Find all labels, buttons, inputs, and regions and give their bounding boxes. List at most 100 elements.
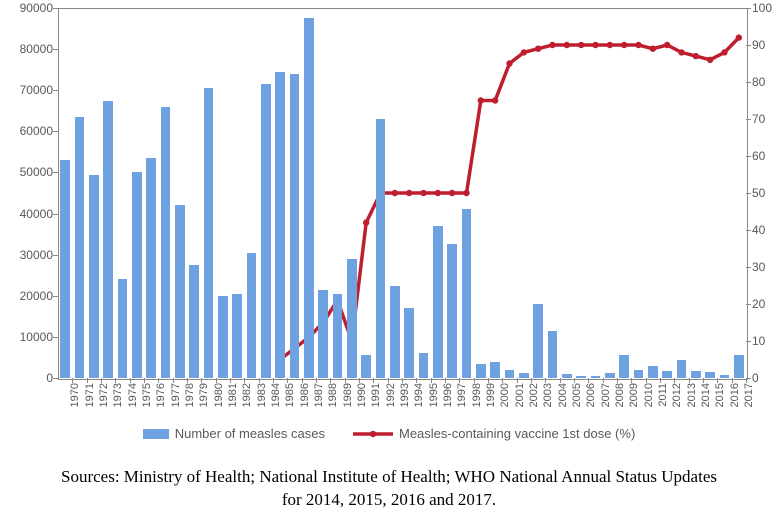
y-right-tick — [746, 193, 751, 194]
bar — [490, 362, 500, 378]
x-tick — [703, 378, 704, 383]
x-tick-label: 2016 — [729, 383, 741, 423]
bar — [361, 355, 371, 378]
y-right-tick — [746, 230, 751, 231]
x-tick-label: 1978 — [184, 383, 196, 423]
vaccine-point — [506, 60, 512, 66]
caption-line1: Sources: Ministry of Health; National In… — [61, 467, 717, 486]
bar — [89, 175, 99, 379]
vaccine-point — [435, 190, 441, 196]
x-tick — [502, 378, 503, 383]
vaccine-point — [650, 46, 656, 52]
bar — [619, 355, 629, 378]
y-left-tick — [53, 296, 58, 297]
x-tick-label: 1998 — [471, 383, 483, 423]
legend-item: Number of measles cases — [143, 426, 325, 441]
bar — [60, 160, 70, 378]
y-right-tick-label: 10 — [752, 334, 778, 348]
x-tick — [474, 378, 475, 383]
legend-item: Measles-containing vaccine 1st dose (%) — [353, 426, 635, 441]
y-right-tick-label: 90 — [752, 38, 778, 52]
bar — [390, 286, 400, 379]
vaccine-point — [607, 42, 613, 48]
x-tick — [431, 378, 432, 383]
bar — [562, 374, 572, 378]
x-tick-label: 1977 — [170, 383, 182, 423]
x-tick-label: 1991 — [370, 383, 382, 423]
x-tick — [273, 378, 274, 383]
y-right-tick-label: 80 — [752, 75, 778, 89]
x-tick-label: 1970 — [69, 383, 81, 423]
x-tick-label: 2011 — [657, 383, 669, 423]
x-tick — [617, 378, 618, 383]
x-tick-label: 2004 — [557, 383, 569, 423]
vaccine-point — [535, 46, 541, 52]
bar — [634, 370, 644, 378]
x-tick — [388, 378, 389, 383]
y-right-tick-label: 20 — [752, 297, 778, 311]
x-tick-label: 2006 — [585, 383, 597, 423]
bar — [376, 119, 386, 378]
y-left-tick-label: 90000 — [8, 1, 53, 15]
bar — [662, 371, 672, 378]
vaccine-point — [635, 42, 641, 48]
vaccine-point — [420, 190, 426, 196]
y-left-tick-label: 70000 — [8, 83, 53, 97]
vaccine-point — [492, 97, 498, 103]
y-right-tick-label: 100 — [752, 1, 778, 15]
x-tick-label: 1981 — [227, 383, 239, 423]
bar — [419, 353, 429, 378]
bar — [548, 331, 558, 378]
x-tick — [674, 378, 675, 383]
y-left-tick — [53, 8, 58, 9]
x-tick-label: 1979 — [198, 383, 210, 423]
x-tick — [402, 378, 403, 383]
x-tick — [646, 378, 647, 383]
x-tick — [187, 378, 188, 383]
x-tick-label: 1972 — [98, 383, 110, 423]
x-tick — [717, 378, 718, 383]
x-tick-label: 1984 — [270, 383, 282, 423]
legend-label: Number of measles cases — [175, 426, 325, 441]
x-tick — [101, 378, 102, 383]
bar — [533, 304, 543, 378]
x-tick — [130, 378, 131, 383]
x-tick-label: 1983 — [256, 383, 268, 423]
bar — [404, 308, 414, 378]
caption-line2: for 2014, 2015, 2016 and 2017. — [282, 490, 496, 509]
bar — [433, 226, 443, 378]
y-left-tick-label: 40000 — [8, 207, 53, 221]
bar — [247, 253, 257, 378]
x-tick-label: 1973 — [112, 383, 124, 423]
y-left-tick — [53, 90, 58, 91]
x-tick-label: 1993 — [399, 383, 411, 423]
x-tick-label: 1989 — [342, 383, 354, 423]
bar — [146, 158, 156, 378]
x-tick — [259, 378, 260, 383]
y-left-tick — [53, 172, 58, 173]
bar — [605, 373, 615, 378]
x-tick-label: 1992 — [385, 383, 397, 423]
bar — [304, 18, 314, 378]
vaccine-point — [592, 42, 598, 48]
y-right-tick-label: 40 — [752, 223, 778, 237]
vaccine-point — [363, 219, 369, 225]
bar — [591, 376, 601, 378]
vaccine-point — [721, 49, 727, 55]
x-tick — [531, 378, 532, 383]
x-tick — [459, 378, 460, 383]
x-tick — [87, 378, 88, 383]
y-left-tick — [53, 131, 58, 132]
x-tick — [173, 378, 174, 383]
bar — [648, 366, 658, 378]
x-tick — [302, 378, 303, 383]
bar — [505, 370, 515, 378]
y-right-tick — [746, 304, 751, 305]
bar — [261, 84, 271, 378]
bar — [734, 355, 744, 378]
x-tick — [416, 378, 417, 383]
x-tick-label: 1999 — [485, 383, 497, 423]
x-tick-label: 2002 — [528, 383, 540, 423]
y-right-tick — [746, 45, 751, 46]
x-tick — [244, 378, 245, 383]
